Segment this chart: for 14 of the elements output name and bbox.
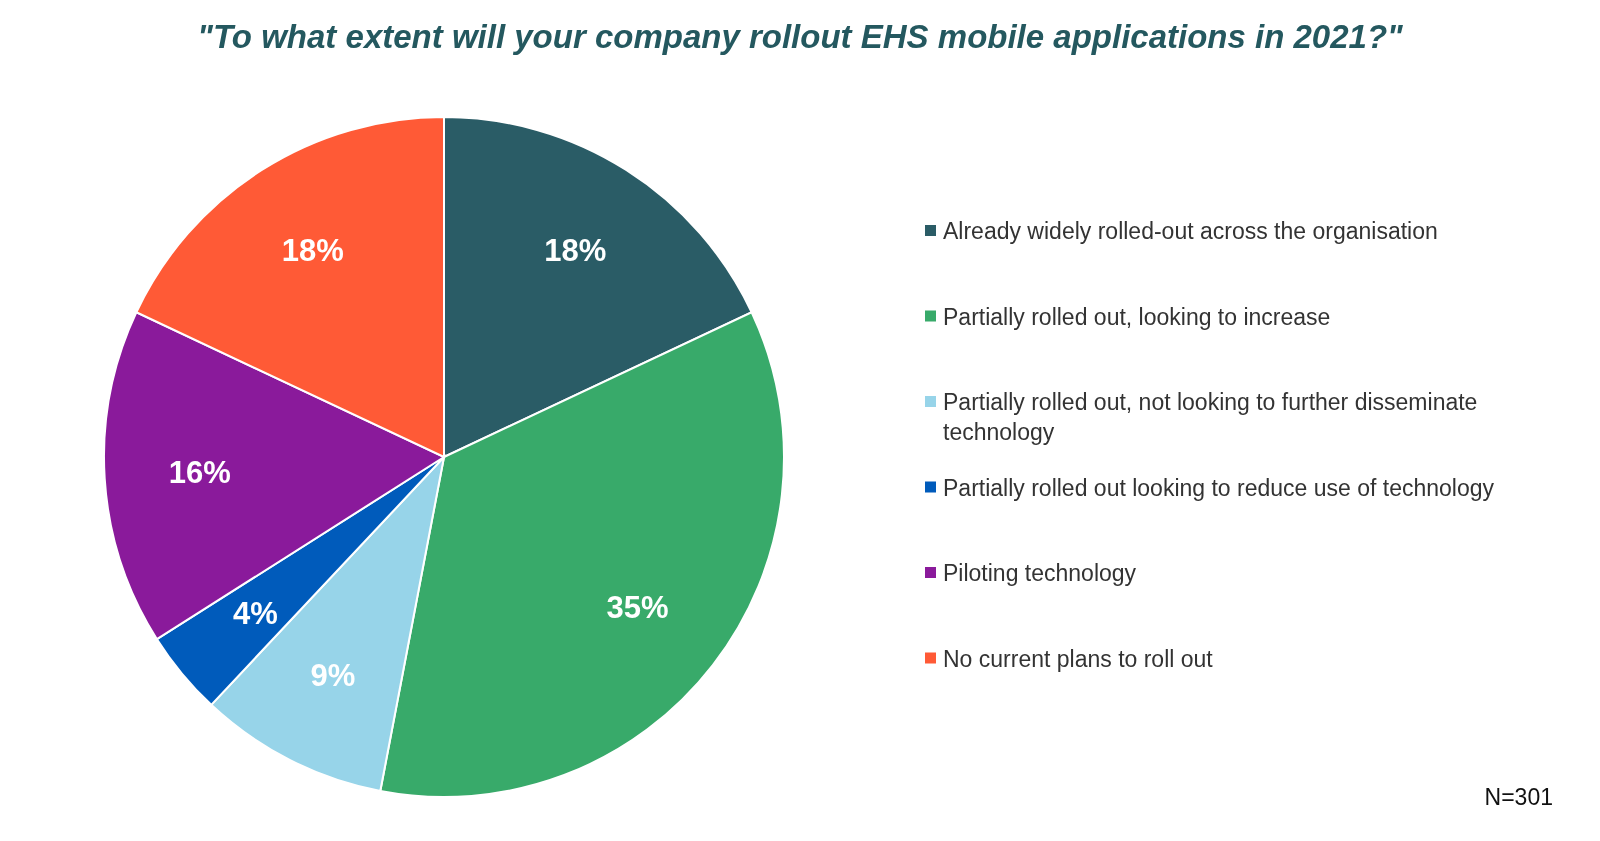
legend-label: No current plans to roll out xyxy=(943,645,1214,672)
legend-label: Piloting technology xyxy=(943,560,1137,586)
data-label: 16% xyxy=(168,455,231,491)
text: N=301 xyxy=(1484,784,1553,810)
data-label: 18% xyxy=(544,233,607,269)
chart-title: "To what extent will your company rollout EHS mobile applications in 2021?" xyxy=(197,18,1404,55)
legend-label: Partially rolled out, looking to increase xyxy=(943,303,1331,330)
data-label: 4% xyxy=(232,595,278,631)
legend-label: Partially rolled out, not looking to further disseminate technology xyxy=(943,389,1478,445)
legend-label: Already widely rolled-out across the organisation xyxy=(943,218,1438,244)
data-label: 18% xyxy=(281,233,344,269)
data-label: 9% xyxy=(310,657,356,693)
data-label: 35% xyxy=(606,589,669,625)
legend-label: Partially rolled out looking to reduce use of technology xyxy=(943,474,1495,501)
